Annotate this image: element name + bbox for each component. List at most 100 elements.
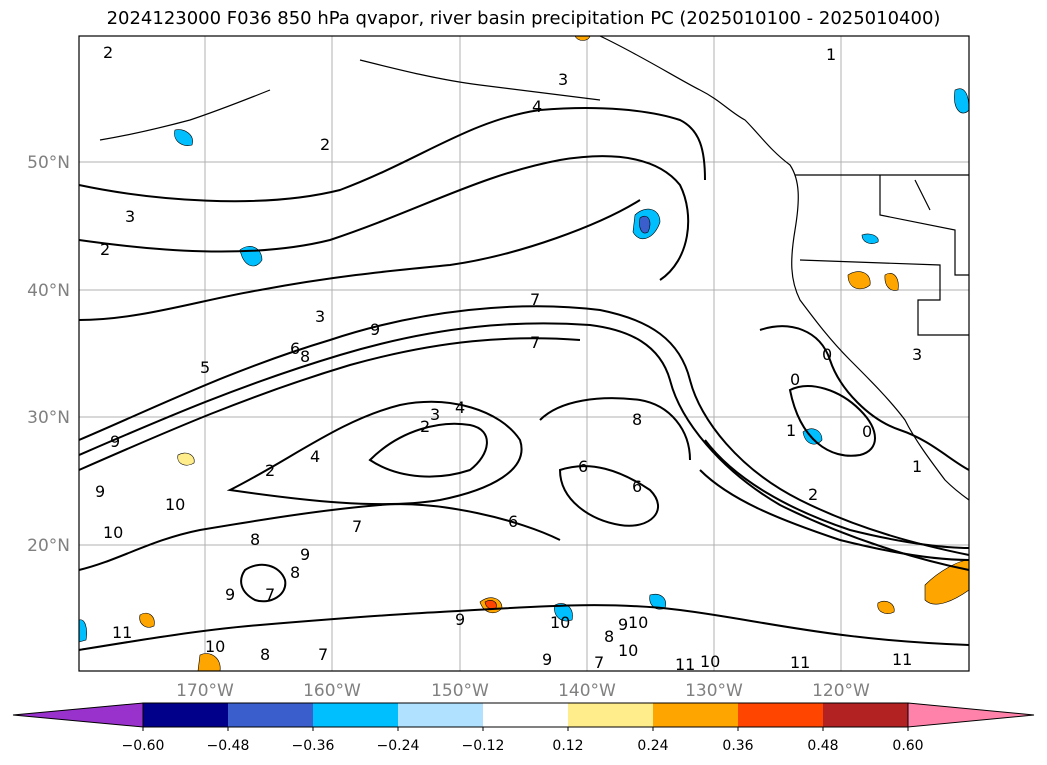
contour-label: 9 [370,320,380,339]
contour-label: 8 [250,530,260,549]
colorbar-tick-label: 0.48 [807,738,838,754]
contour-label: 10 [103,523,123,542]
contour-label: 6 [508,512,518,531]
contour-label: 9 [455,610,465,629]
contour-label: 2 [420,417,430,436]
contour-label: 9 [95,482,105,501]
map-border [78,35,970,672]
lon-label-150: 150°W [431,681,489,701]
colorbar-extend-high [907,702,1035,728]
colorbar-segment [228,703,313,727]
lat-label-50: 50°N [27,153,70,173]
contour-label: 2 [320,135,330,154]
colorbar-segment [313,703,398,727]
contour-label: 10 [618,641,638,660]
contour-label: 10 [550,613,570,632]
colorbar-ticks: −0.60 −0.48 −0.36 −0.24 −0.12 0.12 0.24 0.36 0.4… [122,727,924,754]
contour-labels: 2 2 1 3 4 2 3 2 3 9 5 6 8 7 7 9 2 3 4 4 … [95,43,922,674]
contour-label: 8 [632,410,642,429]
contour-label: 7 [530,333,540,352]
contour-label: 9 [542,650,552,669]
contour-label: 8 [260,645,270,664]
colorbar [12,702,1035,728]
colorbar-segment [398,703,483,727]
graticule [79,36,969,671]
contour-label: 10 [205,637,225,656]
contour-label: 8 [300,347,310,366]
contour-label: 0 [822,345,832,364]
contour-label: 3 [315,307,325,326]
contour-label: 11 [112,623,132,642]
contour-label: 11 [675,655,695,674]
longitude-labels: 170°W 160°W 150°W 140°W 130°W 120°W [176,681,870,701]
colorbar-tick-label: −0.12 [462,738,505,754]
contour-label: 0 [790,370,800,389]
contour-label: 7 [530,290,540,309]
colorbar-frame [142,702,909,728]
lat-label-30: 30°N [27,408,70,428]
map-panel: 2 2 1 3 4 2 3 2 3 9 5 6 8 7 7 9 2 3 4 4 … [78,35,970,674]
lon-label-170: 170°W [176,681,234,701]
contour-label: 3 [125,207,135,226]
contour-label: 9 [110,432,120,451]
colorbar-tick-label: −0.24 [377,738,420,754]
colorbar-tick-label: 0.36 [722,738,753,754]
contour-label: 10 [165,495,185,514]
contour-label: 6 [290,339,300,358]
colorbar-segment [653,703,738,727]
colorbar-tick-label: −0.60 [122,738,165,754]
colorbar-segment [738,703,823,727]
contour-label: 5 [200,358,210,377]
contour-label: 1 [912,457,922,476]
contour-label: 6 [578,457,588,476]
contour-label: 10 [700,652,720,671]
colorbar-segment [483,703,568,727]
colorbar-segment [143,703,228,727]
colorbar-tick-label: −0.36 [292,738,335,754]
lon-label-130: 130°W [685,681,743,701]
contour-label: 2 [808,485,818,504]
contour-label: 3 [430,405,440,424]
contour-label: 2 [265,461,275,480]
contour-label: 2 [100,240,110,259]
colorbar-extend-low [12,702,144,728]
latitude-labels: 50°N 40°N 30°N 20°N [27,153,70,556]
contour-label: 9 [225,585,235,604]
colorbar-tick-label: −0.48 [207,738,250,754]
contour-label: 7 [265,585,275,604]
contour-label: 11 [892,650,912,669]
colorbar-segment [823,703,908,727]
lon-label-160: 160°W [303,681,361,701]
contour-label: 9 [300,545,310,564]
contour-label: 8 [290,563,300,582]
contour-label: 3 [912,345,922,364]
contour-label: 4 [310,447,320,466]
colorbar-tick-label: 0.12 [552,738,583,754]
coastline [99,35,970,501]
contour-label: 8 [604,627,614,646]
contour-label: 4 [532,97,542,116]
contour-label: 2 [103,43,113,62]
contour-label: 4 [455,398,465,417]
colorbar-segment [568,703,653,727]
map-title: 2024123000 F036 850 hPa qvapor, river ba… [106,8,941,29]
lon-label-140: 140°W [558,681,616,701]
contour-label: 1 [786,421,796,440]
qvapor-contours [78,107,970,651]
contour-label: 11 [790,653,810,672]
lat-label-20: 20°N [27,536,70,556]
contour-label: 3 [558,70,568,89]
colorbar-tick-label: 0.60 [892,738,923,754]
contour-label: 9 [618,615,628,634]
lat-label-40: 40°N [27,281,70,301]
contour-label: 10 [628,613,648,632]
contour-label: 1 [826,45,836,64]
colorbar-tick-label: 0.24 [637,738,668,754]
contour-label: 7 [352,517,362,536]
contour-label: 0 [862,422,872,441]
lon-label-120: 120°W [812,681,870,701]
contour-label: 7 [318,645,328,664]
contour-label: 7 [594,653,604,672]
contour-label: 6 [632,477,642,496]
